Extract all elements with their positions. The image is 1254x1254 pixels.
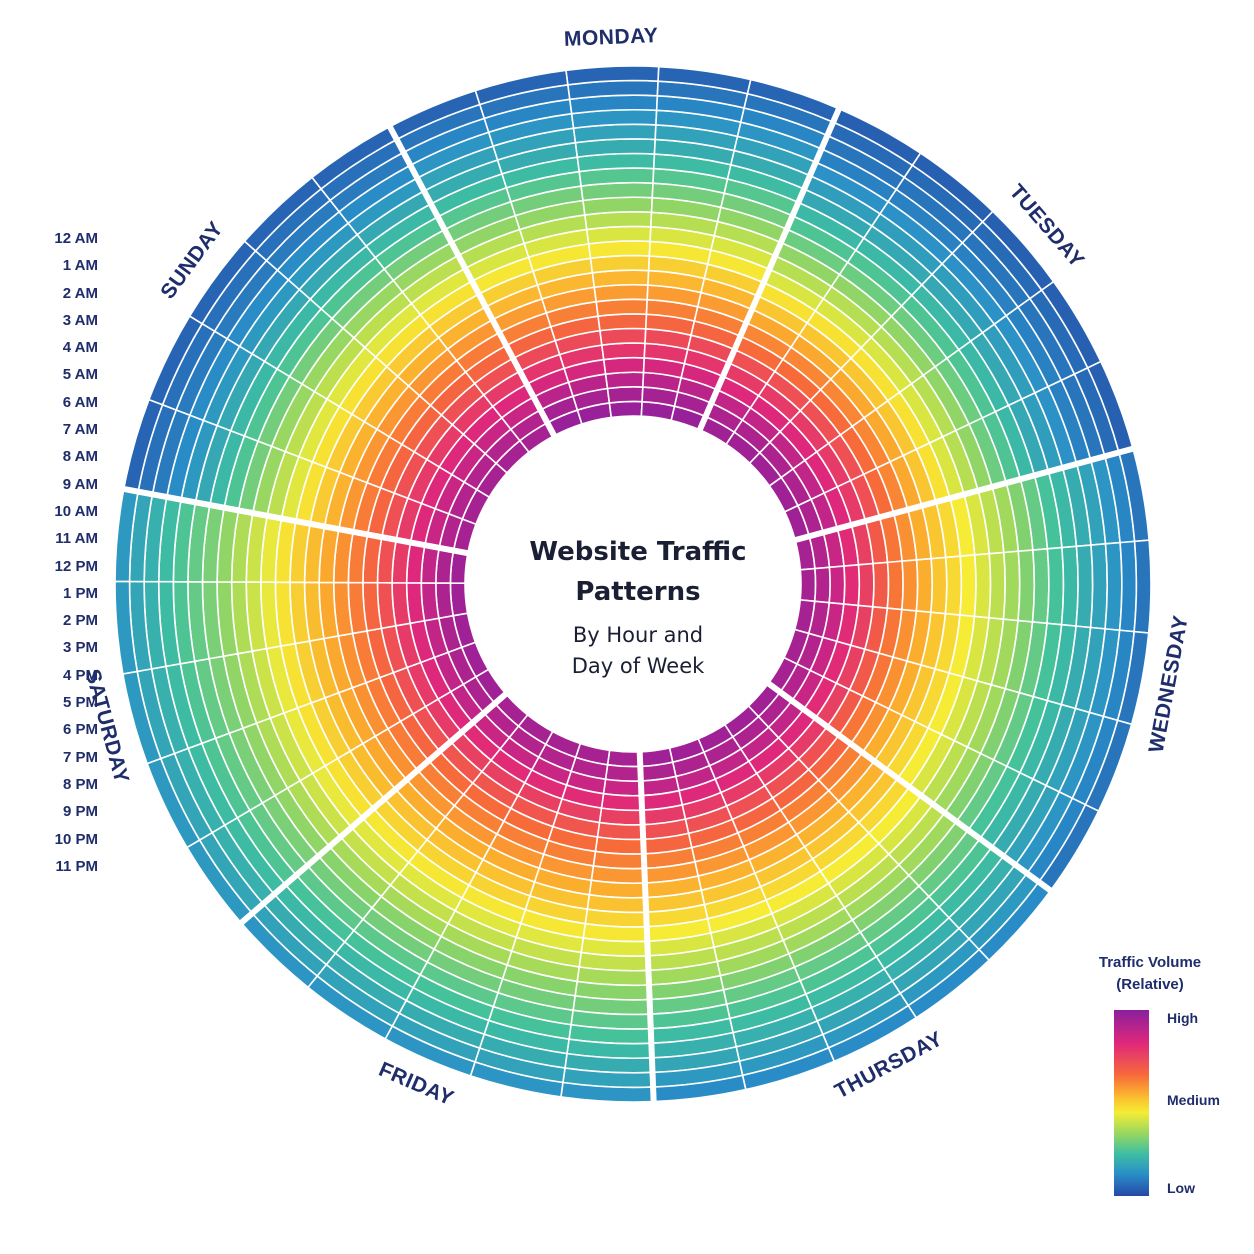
heatmap-cell [930, 556, 948, 615]
heatmap-cell [604, 763, 642, 782]
heatmap-cell [1075, 544, 1094, 629]
hour-label: 11 AM [55, 530, 98, 548]
hour-label: 1 PM [62, 584, 98, 602]
heatmap-cell [1133, 539, 1152, 634]
hour-label: 4 AM [62, 339, 98, 357]
heatmap-cell [595, 298, 649, 318]
heatmap-cell [591, 269, 650, 289]
heatmap-cell [597, 313, 648, 332]
hour-label: 6 PM [62, 721, 98, 739]
heatmap-cell [604, 371, 645, 390]
heatmap-cell [959, 554, 977, 618]
heatmap-cell [594, 836, 645, 855]
heatmap-cell [799, 567, 817, 603]
hour-label: 3 PM [62, 639, 98, 657]
heatmap-cell [599, 327, 647, 347]
heatmap-cell [1104, 541, 1123, 632]
hour-label: 5 AM [62, 366, 98, 384]
hour-label: 8 PM [62, 775, 98, 793]
heatmap-cell [813, 566, 831, 604]
heatmap-cell [600, 342, 646, 361]
chart-title: Website Traffic Patterns [529, 537, 747, 607]
hour-label: 10 AM [54, 502, 98, 520]
heatmap-cell [1089, 542, 1109, 630]
heatmap-cell [944, 555, 963, 616]
heatmap-cell [606, 749, 642, 768]
heatmap-cell [900, 559, 919, 612]
day-separator [763, 678, 1056, 896]
hour-label: 5 PM [62, 694, 98, 712]
hour-label: 12 PM [54, 557, 98, 575]
legend-label-high: High [1167, 1010, 1199, 1026]
heatmap-cell [589, 254, 651, 274]
hour-label: 2 AM [62, 284, 98, 302]
heatmap-cell [608, 400, 643, 419]
day-separator [236, 689, 511, 928]
heatmap-cell [602, 356, 646, 375]
day-label-monday: MONDAY [564, 24, 659, 51]
heatmap-cell [598, 807, 644, 826]
hour-label: 9 AM [62, 475, 98, 493]
day-separator [119, 485, 473, 557]
legend: Traffic Volume (Relative) High Medium Lo… [1090, 952, 1230, 1196]
heatmap-cell [593, 283, 649, 303]
day-separator [385, 121, 559, 441]
heatmap-cell [1031, 547, 1050, 625]
heatmap-cell [842, 563, 861, 607]
day-separator [695, 103, 844, 435]
heatmap-cell [1046, 546, 1065, 626]
legend-title: Traffic Volume (Relative) [1098, 954, 1202, 993]
heatmap-cell [600, 792, 643, 812]
hour-label: 8 AM [62, 448, 98, 466]
hour-label: 2 PM [62, 612, 98, 630]
day-separator [790, 444, 1138, 545]
legend-label-medium: Medium [1167, 1092, 1220, 1108]
heatmap-cell [1002, 550, 1021, 622]
heatmap-cell [886, 560, 904, 611]
heatmap-cell [828, 565, 846, 605]
hour-label: 10 PM [54, 830, 98, 848]
hour-label: 6 AM [62, 393, 98, 411]
heatmap-cell [973, 552, 992, 619]
hour-label: 4 PM [62, 666, 98, 684]
hour-axis-labels: 12 AM 1 AM 2 AM 3 AM 4 AM 5 AM 6 AM 7 AM 8 AM 9 A… [20, 229, 98, 884]
legend-color-bar [1114, 1010, 1149, 1196]
hour-label: 9 PM [62, 803, 98, 821]
hour-label: 12 AM [54, 230, 98, 247]
day-separator [636, 747, 657, 1106]
hour-label: 7 PM [62, 748, 98, 766]
heatmap-cell [871, 561, 890, 610]
hour-label: 7 AM [62, 421, 98, 439]
day-separators [119, 103, 1138, 1106]
heatmap-cell [1017, 549, 1036, 623]
day-label-wednesday: WEDNESDAY [1145, 614, 1193, 755]
hour-label: 11 PM [55, 857, 98, 875]
hour-label: 3 AM [62, 311, 98, 329]
hour-label: 1 AM [62, 257, 98, 275]
chart-subtitle: By Hour and Day of Week [571, 623, 705, 678]
heatmap-cell [1118, 540, 1138, 633]
heatmap-cell [596, 821, 645, 841]
heatmap-cell [602, 778, 643, 797]
heatmap-cell [606, 386, 644, 404]
legend-label-low: Low [1167, 1180, 1195, 1196]
heatmap-cell [988, 551, 1006, 621]
heatmap-cell [915, 557, 934, 614]
heatmap-cell [857, 562, 875, 608]
heatmap-cell [1060, 545, 1079, 627]
